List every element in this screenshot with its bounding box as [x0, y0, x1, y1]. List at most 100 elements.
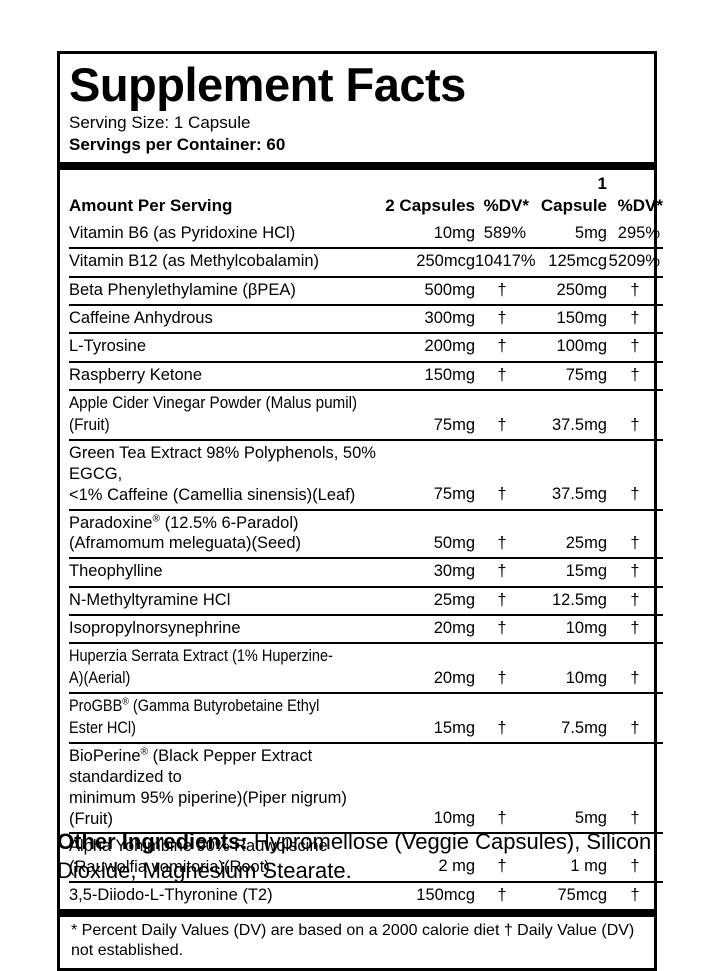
- ingredient-dv-1cap: †: [607, 304, 663, 334]
- table-row: Vitamin B6 (as Pyridoxine HCl) 10mg 589%…: [69, 221, 663, 248]
- ingredient-name-line1: Green Tea Extract 98% Polyphenols, 50% E…: [69, 444, 376, 484]
- ingredient-dv-1cap: †: [607, 585, 663, 616]
- ingredient-qualifier: (Gamma Butyrobetaine Ethyl Ester HCl): [69, 697, 320, 737]
- ingredient-amount-1cap: 75mg: [529, 360, 607, 391]
- ingredient-amount-2cap: 50mg: [385, 508, 475, 559]
- ingredient-amount-2cap: 2 mg: [385, 832, 475, 882]
- table-row: L-Tyrosine 200mg † 100mg †: [69, 332, 663, 362]
- ingredient-name-line2: (Aframomum meleguata)(Seed): [69, 534, 301, 553]
- table-row: Apple Cider Vinegar Powder (Malus pumil)…: [69, 389, 663, 441]
- ingredient-amount-2cap: 250mcg: [385, 247, 475, 277]
- ingredient-amount-1cap: 37.5mg: [529, 389, 607, 441]
- registered-mark-icon: ®: [122, 696, 129, 708]
- ingredient-amount-2cap: 75mg: [385, 439, 475, 510]
- ingredient-name: Theophylline: [69, 562, 163, 581]
- ingredient-amount-2cap: 500mg: [385, 275, 475, 306]
- header-amount-per-serving: Amount Per Serving: [69, 195, 233, 215]
- ingredient-dv-2cap: †: [475, 360, 529, 391]
- table-row: Huperzia Serrata Extract (1% Huperzine-A…: [69, 642, 663, 694]
- brand-name: Paradoxine: [69, 513, 153, 532]
- table-header-row: Amount Per Serving 2 Capsules %DV* 1 Cap…: [69, 170, 663, 221]
- ingredient-amount-1cap: 5mg: [574, 223, 607, 242]
- ingredient-dv-1cap: †: [607, 389, 663, 441]
- ingredient-amount-1cap: 25mg: [529, 508, 607, 559]
- ingredient-dv-1cap: †: [607, 614, 663, 644]
- table-row: Caffeine Anhydrous 300mg † 150mg †: [69, 304, 663, 334]
- ingredient-amount-1cap: 15mg: [529, 557, 607, 587]
- table-row: Green Tea Extract 98% Polyphenols, 50% E…: [69, 439, 663, 510]
- ingredient-name-line2: (Rauwolfia vomitoria)(Root): [69, 858, 270, 877]
- ingredient-name-line1: BioPerine® (Black Pepper Extract standar…: [69, 746, 385, 788]
- ingredient-dv-1cap: †: [607, 880, 663, 910]
- ingredient-amount-2cap: 10mg: [385, 742, 475, 834]
- ingredient-amount-2cap: 30mg: [385, 557, 475, 587]
- ingredient-name: Vitamin B12 (as Methylcobalamin): [69, 252, 320, 271]
- other-ingredients-block: Other Ingredients: Hypromellose (Veggie …: [57, 828, 667, 885]
- ingredient-amount-1cap: 37.5mg: [529, 439, 607, 510]
- ingredient-amount-2cap: 20mg: [385, 642, 475, 694]
- ingredient-amount-2cap: 20mg: [385, 614, 475, 644]
- brand-name: ProGBB: [69, 697, 123, 716]
- ingredient-name: Apple Cider Vinegar Powder (Malus pumil)…: [69, 394, 358, 434]
- ingredient-dv-1cap: †: [607, 832, 663, 882]
- supplement-label-page: Supplement Facts Serving Size: 1 Capsule…: [57, 51, 667, 971]
- ingredient-amount-1cap: 7.5mg: [529, 692, 607, 744]
- serving-size-text: Serving Size: 1 Capsule: [69, 113, 251, 133]
- ingredient-name-line1: Paradoxine® (12.5% 6-Paradol): [69, 513, 385, 534]
- ingredient-dv-2cap: 589%: [483, 223, 526, 242]
- table-row: BioPerine® (Black Pepper Extract standar…: [69, 742, 663, 834]
- ingredient-dv-1cap: †: [607, 642, 663, 694]
- ingredient-dv-2cap: †: [475, 642, 529, 694]
- header-thick-divider: [60, 161, 654, 170]
- ingredient-dv-1cap: 5209%: [607, 247, 663, 277]
- table-row: Alpha Yohimbine 90% Rauwolscine (Rauwolf…: [69, 832, 663, 882]
- ingredient-dv-2cap: †: [475, 692, 529, 744]
- ingredient-dv-1cap: 295%: [617, 223, 660, 242]
- ingredient-dv-2cap: †: [475, 332, 529, 362]
- ingredient-dv-2cap: †: [475, 439, 529, 510]
- ingredient-name: Caffeine Anhydrous: [69, 309, 213, 328]
- ingredient-amount-2cap: 200mg: [385, 332, 475, 362]
- table-row: ProGBB® (Gamma Butyrobetaine Ethyl Ester…: [69, 692, 663, 744]
- ingredient-amount-1cap: 12.5mg: [529, 585, 607, 616]
- table-row: Theophylline 30mg † 15mg †: [69, 557, 663, 587]
- servings-per-container-text: Servings per Container: 60: [69, 134, 286, 154]
- ingredient-dv-1cap: †: [607, 508, 663, 559]
- ingredient-name: Vitamin B6 (as Pyridoxine HCl): [69, 223, 296, 242]
- table-row: Isopropylnorsynephrine 20mg † 10mg †: [69, 614, 663, 644]
- ingredient-name: Huperzia Serrata Extract (1% Huperzine-A…: [69, 647, 333, 687]
- header-1-capsule: 1 Capsule: [540, 173, 607, 215]
- ingredient-name: Beta Phenylethylamine (βPEA): [69, 280, 296, 299]
- ingredient-dv-2cap: †: [475, 585, 529, 616]
- ingredient-qualifier: (12.5% 6-Paradol): [160, 513, 299, 532]
- header-dv-2-capsules: %DV*: [483, 195, 529, 215]
- ingredient-dv-2cap: †: [475, 557, 529, 587]
- ingredient-amount-1cap: 250mg: [529, 275, 607, 306]
- table-row: N-Methyltyramine HCl 25mg † 12.5mg †: [69, 585, 663, 616]
- ingredient-dv-2cap: †: [475, 389, 529, 441]
- table-row: Raspberry Ketone 150mg † 75mg †: [69, 360, 663, 391]
- ingredient-amount-2cap: 150mcg: [385, 880, 475, 910]
- ingredient-name: 3,5-Diiodo-L-Thyronine (T2): [69, 885, 273, 904]
- ingredient-amount-2cap: 75mg: [385, 389, 475, 441]
- other-ingredients-label: Other Ingredients:: [57, 829, 248, 854]
- table-row: Beta Phenylethylamine (βPEA) 500mg † 250…: [69, 275, 663, 306]
- ingredient-dv-1cap: †: [607, 332, 663, 362]
- daily-value-footnote: * Percent Daily Values (DV) are based on…: [71, 922, 635, 960]
- supplement-facts-table: Amount Per Serving 2 Capsules %DV* 1 Cap…: [69, 170, 663, 910]
- ingredient-name: N-Methyltyramine HCl: [69, 590, 231, 609]
- ingredient-dv-1cap: †: [607, 439, 663, 510]
- table-row: 3,5-Diiodo-L-Thyronine (T2) 150mcg † 75m…: [69, 880, 663, 910]
- header-dv-1-capsule: %DV*: [617, 195, 663, 215]
- ingredient-dv-2cap: †: [475, 275, 529, 306]
- ingredient-amount-1cap: 150mg: [529, 304, 607, 334]
- ingredient-dv-1cap: †: [607, 742, 663, 834]
- ingredient-amount-1cap: 10mg: [529, 614, 607, 644]
- ingredient-amount-2cap: 25mg: [385, 585, 475, 616]
- ingredient-amount-2cap: 300mg: [385, 304, 475, 334]
- ingredient-amount-1cap: 75mcg: [529, 880, 607, 910]
- registered-mark-icon: ®: [140, 746, 149, 758]
- ingredient-dv-1cap: †: [607, 360, 663, 391]
- ingredient-dv-1cap: †: [607, 692, 663, 744]
- brand-name: BioPerine: [69, 747, 141, 766]
